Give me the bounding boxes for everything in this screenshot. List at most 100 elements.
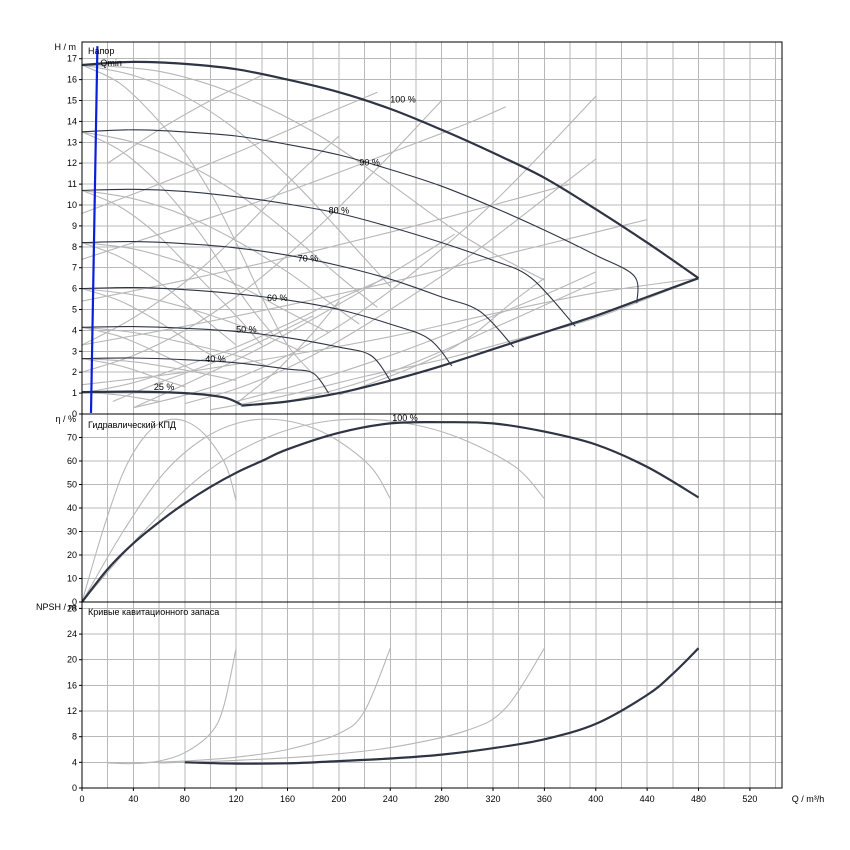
x-tick-label: 200 (331, 794, 346, 804)
background-curve (81, 358, 185, 388)
background-curve (133, 95, 597, 409)
background-curve (81, 358, 237, 382)
background-curve (81, 277, 699, 386)
background-curve (81, 288, 224, 363)
y-tick-label: 30 (67, 527, 77, 537)
y-tick-label: 6 (72, 284, 77, 294)
background-curve (112, 315, 314, 403)
speed-label: 90 % (359, 157, 380, 167)
background-curve (338, 277, 545, 396)
background-curve (81, 131, 378, 308)
speed-label: 50 % (236, 324, 257, 334)
background-curve (81, 242, 329, 333)
background-curve (81, 418, 545, 603)
y-tick-label: 12 (67, 158, 77, 168)
head-panel-title: Напор (88, 46, 114, 56)
head-envelope (81, 277, 699, 407)
background-curve (81, 189, 263, 346)
y-tick-label: 12 (67, 706, 77, 716)
background-curve (81, 275, 391, 394)
background-curve (210, 277, 699, 411)
x-axis-title: Q / m³/h (792, 794, 825, 804)
efficiency-grid (81, 414, 782, 603)
y-tick-label: 0 (72, 597, 77, 607)
efficiency-y-axis-title: η / % (55, 414, 76, 424)
background-curve (235, 300, 340, 405)
envelope-curve (241, 277, 699, 407)
y-tick-label: 13 (67, 137, 77, 147)
y-tick-label: 0 (72, 409, 77, 419)
x-tick-label: 280 (434, 794, 449, 804)
efficiency-background-curves (81, 418, 545, 603)
y-tick-label: 15 (67, 96, 77, 106)
background-curve (81, 135, 340, 346)
background-curve (81, 418, 237, 603)
head-speed-labels: 100 % 90 % 80 % 70 % 60 % 50 % 40 % 25 % (154, 95, 416, 392)
y-tick-label: 3 (72, 346, 77, 356)
y-tick-label: 14 (67, 116, 77, 126)
x-tick-label: 360 (537, 794, 552, 804)
background-curve (235, 271, 597, 403)
background-curve (184, 158, 597, 405)
x-tick-label: 0 (79, 794, 84, 804)
background-curve (81, 64, 391, 287)
qmin-label: Qmin (100, 58, 122, 68)
speed-label: 80 % (329, 205, 350, 215)
x-tick-label: 40 (128, 794, 138, 804)
background-curve (81, 219, 648, 346)
efficiency-y-ticks: 0 10 20 30 40 50 60 70 (67, 433, 82, 607)
background-curve (81, 326, 198, 373)
head-y-axis-title: H / m (55, 42, 77, 52)
y-tick-label: 10 (67, 574, 77, 584)
x-tick-label: 80 (180, 794, 190, 804)
y-tick-label: 2 (72, 367, 77, 377)
y-tick-label: 5 (72, 305, 77, 315)
y-tick-label: 0 (72, 783, 77, 793)
qmin-line (89, 46, 99, 413)
background-curve (81, 64, 545, 281)
background-curve (107, 74, 263, 164)
background-curve (159, 647, 545, 764)
head-panel: 100 %90 %80 %70 %60 %50 %40 %25 % 012345… (55, 41, 783, 419)
speed-label: 60 % (267, 293, 288, 303)
speed-label: 100 % (390, 95, 416, 105)
npsh-grid (81, 602, 782, 789)
background-curve (81, 131, 276, 338)
x-tick-label: 240 (383, 794, 398, 804)
efficiency-main-curve (81, 421, 700, 603)
x-tick-label: 480 (691, 794, 706, 804)
efficiency-main-label: 100 % (392, 413, 418, 423)
background-curve (81, 100, 443, 373)
speed-curve (81, 287, 453, 367)
y-tick-label: 16 (67, 680, 77, 690)
qmin-marker (89, 46, 99, 413)
y-tick-label: 20 (67, 655, 77, 665)
npsh-background-curves (107, 647, 545, 765)
speed-label: 40 % (205, 354, 226, 364)
main-curve (184, 647, 700, 765)
y-tick-label: 24 (67, 629, 77, 639)
x-tick-label: 160 (280, 794, 295, 804)
x-tick-label: 520 (742, 794, 757, 804)
y-tick-label: 50 (67, 480, 77, 490)
x-tick-label: 440 (640, 794, 655, 804)
npsh-panel-title: Кривые кавитационного запаса (88, 607, 219, 617)
min-speed-curve (81, 390, 242, 406)
y-tick-label: 4 (72, 325, 77, 335)
background-curve (81, 183, 571, 302)
y-tick-label: 60 (67, 456, 77, 466)
background-curve (81, 91, 378, 214)
y-tick-label: 8 (72, 242, 77, 252)
background-curve (133, 233, 455, 409)
y-tick-label: 9 (72, 221, 77, 231)
speed-curve (81, 357, 330, 394)
npsh-panel: 0 4 8 12 16 20 24 28 0 40 80 120 160 200 240 280 320 360… (36, 601, 825, 804)
npsh-y-axis-title: NPSH / m (36, 602, 76, 612)
speed-curve (81, 60, 700, 280)
background-curve (107, 648, 237, 765)
background-curve (81, 418, 391, 603)
x-axis-ticks: 0 40 80 120 160 200 240 280 320 360 400 440 480 520 (79, 788, 757, 804)
y-tick-label: 17 (67, 54, 77, 64)
background-curve (81, 326, 268, 367)
